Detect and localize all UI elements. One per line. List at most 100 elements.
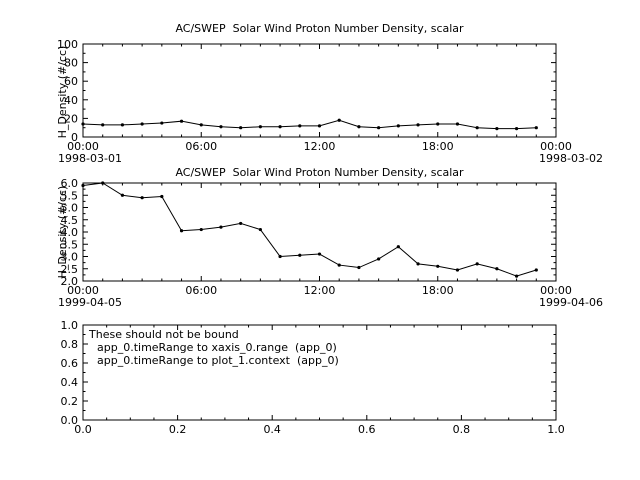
data-point <box>396 245 400 249</box>
y-tick-label: 5.0 <box>61 202 79 215</box>
y-tick-label: 2.5 <box>61 263 79 276</box>
data-line <box>82 182 537 277</box>
plot0-yaxis-label: H_Density (#/cc) <box>56 45 69 139</box>
data-point <box>160 121 164 125</box>
y-tick-label: 4.0 <box>61 226 79 239</box>
y-tick-label: 40 <box>64 94 78 107</box>
data-point <box>475 262 479 266</box>
data-point <box>534 126 538 130</box>
x-tick-label: 00:00 <box>540 284 572 297</box>
x-tick-label: 18:00 <box>422 140 454 153</box>
data-point <box>298 124 302 128</box>
data-point <box>179 229 184 233</box>
x-tick-label: 00:00 <box>67 284 99 297</box>
data-point <box>101 123 105 127</box>
data-point <box>495 267 499 271</box>
data-point <box>278 125 282 129</box>
data-point <box>377 257 381 261</box>
data-point <box>199 227 203 232</box>
x-tick-label: 12:00 <box>304 140 336 153</box>
x-tick-label: 0.0 <box>74 423 92 436</box>
data-point <box>396 124 400 128</box>
data-point <box>514 127 519 131</box>
data-point <box>239 221 243 226</box>
x-tick-label: 0.4 <box>263 423 281 436</box>
plot0-title: AC/SWEP Solar Wind Proton Number Density… <box>175 22 464 35</box>
x-tick-label: 12:00 <box>304 284 336 297</box>
y-tick-label: 0.4 <box>61 376 79 389</box>
y-tick-label: 6.0 <box>61 177 79 190</box>
data-point <box>101 181 105 185</box>
plot1-date-left: 1999-04-05 <box>58 296 122 309</box>
data-point <box>219 125 223 129</box>
data-point <box>377 126 381 130</box>
y-tick-label: 60 <box>64 75 78 88</box>
data-point <box>219 225 223 229</box>
data-point <box>337 118 341 122</box>
plot2-annotation-line1: These should not be bound <box>89 328 239 341</box>
y-tick-label: 0.8 <box>61 338 79 351</box>
y-tick-label: 0 <box>71 131 78 144</box>
data-point <box>436 122 440 126</box>
plot2-annotation-line3: app_0.timeRange to plot_1.context (app_0… <box>97 354 339 367</box>
y-tick-label: 1.0 <box>61 319 79 332</box>
y-tick-label: 3.5 <box>61 238 79 251</box>
y-tick-label: 2.0 <box>61 275 79 288</box>
data-point <box>416 123 420 127</box>
plot2-annotation-line2: app_0.timeRange to xaxis_0.range (app_0) <box>97 341 337 354</box>
data-point <box>436 264 440 268</box>
x-tick-label: 1.0 <box>547 423 565 436</box>
y-tick-label: 5.5 <box>61 189 79 202</box>
data-point <box>495 127 499 131</box>
x-tick-label: 06:00 <box>185 140 217 153</box>
data-point <box>357 265 361 270</box>
plot1-date-right: 1999-04-06 <box>539 296 603 309</box>
data-point <box>534 268 538 272</box>
data-point <box>179 119 184 123</box>
data-point <box>298 253 302 257</box>
x-tick-label: 0.2 <box>169 423 187 436</box>
data-point <box>514 274 519 278</box>
x-tick-label: 0.6 <box>358 423 376 436</box>
data-point <box>258 125 262 129</box>
data-point <box>455 122 460 126</box>
data-point <box>160 194 164 199</box>
y-tick-label: 80 <box>64 57 78 70</box>
data-point <box>239 126 243 130</box>
x-tick-label: 00:00 <box>67 140 99 153</box>
data-point <box>416 262 420 266</box>
data-point <box>120 123 125 127</box>
data-point <box>317 252 322 256</box>
data-point <box>317 124 322 128</box>
data-point <box>258 227 262 232</box>
data-point <box>357 125 361 129</box>
data-point <box>140 196 144 200</box>
data-line <box>82 119 537 130</box>
data-point <box>278 254 282 259</box>
data-point <box>199 123 203 127</box>
y-tick-label: 20 <box>64 112 78 125</box>
plot1-yaxis-label: H_Density (#/cc) <box>56 185 69 279</box>
data-point <box>455 268 460 272</box>
y-tick-label: 0.6 <box>61 357 79 370</box>
plot1-title: AC/SWEP Solar Wind Proton Number Density… <box>175 166 464 179</box>
y-tick-label: 100 <box>57 38 78 51</box>
x-tick-label: 06:00 <box>185 284 217 297</box>
y-tick-label: 0.0 <box>61 414 79 427</box>
data-point <box>120 193 125 197</box>
y-tick-label: 3.0 <box>61 251 79 264</box>
plot0-date-left: 1998-03-01 <box>58 152 122 165</box>
x-tick-label: 0.8 <box>453 423 471 436</box>
data-point <box>81 122 85 126</box>
data-point <box>81 183 85 188</box>
x-tick-label: 00:00 <box>540 140 572 153</box>
data-point <box>140 122 144 126</box>
data-point <box>475 126 479 130</box>
y-tick-label: 0.2 <box>61 395 79 408</box>
data-point <box>337 263 341 267</box>
plot0-date-right: 1998-03-02 <box>539 152 603 165</box>
y-tick-label: 4.5 <box>61 214 79 227</box>
x-tick-label: 18:00 <box>422 284 454 297</box>
